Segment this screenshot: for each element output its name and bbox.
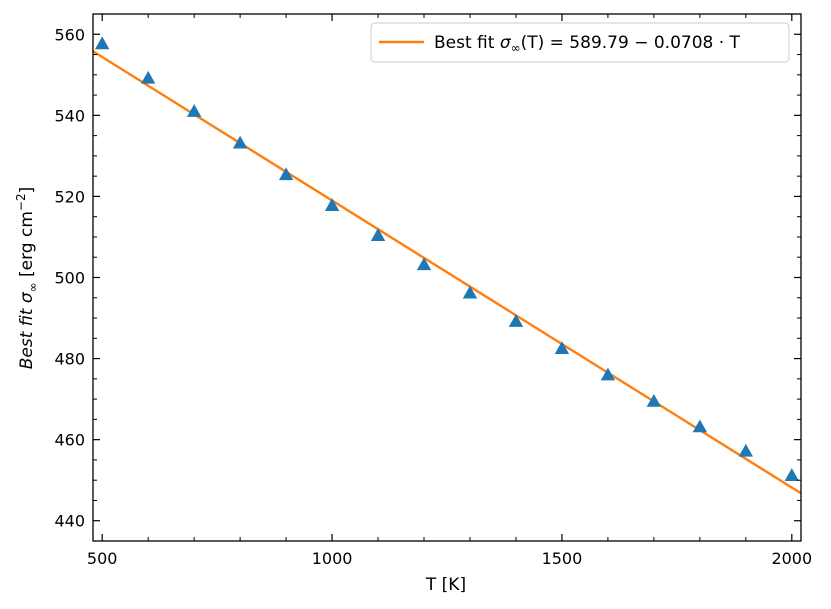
data-point-triangle bbox=[416, 257, 432, 271]
data-point-triangle bbox=[600, 367, 616, 381]
tick-labels: 500 1000 1500 2000 440 460 480 500 520 540 560 bbox=[54, 25, 812, 568]
y-tick-label: 520 bbox=[54, 187, 85, 206]
y-tick-label: 460 bbox=[54, 431, 85, 450]
y-tick-label: 540 bbox=[54, 106, 85, 125]
y-tick-label: 480 bbox=[54, 350, 85, 369]
y-axis-label-unit-close: ] bbox=[17, 187, 37, 194]
x-tick-label: 1500 bbox=[542, 549, 583, 568]
axes-frame bbox=[92, 13, 802, 542]
y-axis-label-main: Best fit σ bbox=[17, 291, 37, 369]
data-point-triangle bbox=[508, 314, 524, 327]
data-point-triangle bbox=[94, 36, 110, 50]
y-tick-label: 500 bbox=[54, 269, 85, 288]
y-axis-label-sub: ∞ bbox=[26, 282, 40, 292]
x-tick-label: 1000 bbox=[312, 549, 353, 568]
legend-label-pre: Best fit bbox=[434, 33, 500, 53]
data-point-triangle bbox=[692, 419, 708, 433]
legend-entry-label: Best fit σ∞(T) = 589.79 − 0.0708 · T bbox=[434, 33, 741, 55]
legend-label-sigma: σ bbox=[500, 33, 512, 53]
y-axis-label-unit: [erg cm bbox=[17, 211, 37, 282]
y-axis-label-unit-sup: −2 bbox=[14, 193, 28, 211]
plot-area bbox=[93, 36, 801, 495]
data-point-triangle bbox=[738, 443, 754, 457]
x-tick-label: 2000 bbox=[771, 549, 812, 568]
data-point-triangle bbox=[232, 135, 248, 149]
x-axis-label: T [K] bbox=[425, 575, 466, 595]
data-point-triangle bbox=[646, 393, 662, 407]
data-point-triangle bbox=[278, 167, 294, 181]
data-point-triangle bbox=[140, 70, 156, 84]
y-tick-label: 440 bbox=[54, 512, 85, 531]
legend-label-post: (T) = 589.79 − 0.0708 · T bbox=[521, 33, 741, 53]
data-point-triangle bbox=[784, 468, 800, 481]
legend-label-sub: ∞ bbox=[511, 41, 521, 55]
data-point-triangle bbox=[324, 198, 340, 211]
axis-ticks bbox=[93, 14, 801, 541]
fit-line bbox=[93, 50, 801, 495]
data-point-triangle bbox=[186, 104, 202, 117]
legend: Best fit σ∞(T) = 589.79 − 0.0708 · T bbox=[370, 22, 790, 63]
data-point-triangle bbox=[462, 285, 478, 299]
data-point-triangle bbox=[554, 341, 570, 355]
y-tick-label: 560 bbox=[54, 25, 85, 44]
legend-box bbox=[370, 22, 790, 63]
data-point-triangle bbox=[370, 228, 386, 241]
y-axis-label: Best fit σ∞ [erg cm−2] bbox=[14, 187, 40, 370]
x-tick-label: 500 bbox=[87, 549, 118, 568]
